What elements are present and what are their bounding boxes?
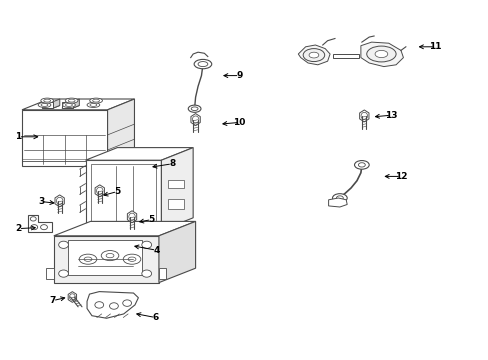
Polygon shape (42, 102, 53, 108)
Text: 8: 8 (169, 159, 175, 168)
Ellipse shape (106, 253, 114, 258)
Polygon shape (85, 148, 193, 160)
Text: 6: 6 (152, 313, 158, 322)
Ellipse shape (90, 98, 102, 103)
Text: 7: 7 (49, 296, 56, 305)
Ellipse shape (93, 99, 100, 102)
Bar (167, 180, 183, 188)
Ellipse shape (41, 225, 47, 230)
Ellipse shape (38, 102, 51, 107)
Polygon shape (61, 105, 79, 108)
Ellipse shape (191, 107, 198, 111)
Ellipse shape (303, 49, 324, 62)
Polygon shape (298, 45, 329, 65)
Ellipse shape (142, 241, 151, 248)
Text: 2: 2 (16, 224, 21, 233)
Ellipse shape (109, 303, 118, 309)
Ellipse shape (87, 102, 100, 107)
Polygon shape (61, 102, 72, 108)
Ellipse shape (142, 270, 151, 277)
Ellipse shape (358, 163, 365, 167)
Polygon shape (72, 99, 79, 108)
Ellipse shape (59, 241, 68, 248)
Ellipse shape (69, 294, 75, 300)
Ellipse shape (90, 104, 97, 107)
Polygon shape (85, 160, 161, 230)
Ellipse shape (62, 102, 75, 107)
Polygon shape (46, 268, 54, 279)
Ellipse shape (59, 270, 68, 277)
Ellipse shape (192, 116, 199, 123)
Polygon shape (359, 110, 368, 122)
Text: 11: 11 (428, 42, 441, 51)
Ellipse shape (31, 225, 38, 230)
Ellipse shape (354, 161, 368, 169)
Polygon shape (22, 110, 107, 166)
Ellipse shape (41, 104, 48, 107)
Ellipse shape (41, 98, 54, 103)
Polygon shape (22, 99, 134, 110)
Ellipse shape (68, 99, 75, 102)
Polygon shape (95, 185, 104, 197)
Polygon shape (55, 195, 64, 207)
Bar (167, 199, 183, 210)
Polygon shape (87, 292, 138, 318)
Polygon shape (161, 148, 193, 230)
Polygon shape (159, 221, 195, 283)
Polygon shape (332, 54, 359, 58)
Polygon shape (127, 211, 137, 222)
Ellipse shape (308, 52, 318, 58)
Text: 1: 1 (16, 132, 21, 141)
Polygon shape (68, 292, 77, 302)
Ellipse shape (84, 257, 92, 261)
Text: 5: 5 (148, 215, 154, 224)
Text: 4: 4 (153, 246, 160, 255)
Ellipse shape (360, 112, 367, 120)
Polygon shape (159, 268, 166, 279)
Ellipse shape (30, 217, 36, 221)
Text: 12: 12 (394, 172, 407, 181)
Ellipse shape (96, 187, 103, 194)
Text: 9: 9 (236, 71, 243, 80)
Ellipse shape (366, 46, 395, 62)
Ellipse shape (122, 300, 131, 306)
Ellipse shape (95, 302, 103, 308)
Ellipse shape (56, 197, 63, 204)
Ellipse shape (123, 254, 141, 264)
Ellipse shape (128, 257, 136, 261)
Ellipse shape (128, 213, 135, 220)
Ellipse shape (336, 196, 343, 200)
Polygon shape (107, 99, 134, 166)
Ellipse shape (374, 50, 387, 58)
Ellipse shape (198, 62, 207, 67)
Ellipse shape (65, 98, 78, 103)
Text: 13: 13 (384, 111, 397, 120)
Polygon shape (54, 236, 159, 283)
Polygon shape (190, 114, 200, 125)
Text: 5: 5 (114, 187, 120, 196)
Ellipse shape (194, 59, 211, 69)
Text: 10: 10 (233, 118, 245, 127)
Polygon shape (53, 99, 60, 108)
Ellipse shape (101, 251, 119, 261)
Ellipse shape (44, 99, 51, 102)
Ellipse shape (188, 105, 201, 112)
Polygon shape (54, 221, 195, 236)
Polygon shape (360, 42, 403, 67)
Polygon shape (42, 105, 60, 108)
Ellipse shape (332, 194, 346, 202)
Ellipse shape (79, 254, 97, 264)
Bar (91, 164, 155, 225)
Ellipse shape (65, 104, 72, 107)
Polygon shape (68, 240, 142, 275)
Text: 3: 3 (39, 197, 44, 206)
Polygon shape (28, 215, 52, 232)
Polygon shape (328, 198, 346, 207)
